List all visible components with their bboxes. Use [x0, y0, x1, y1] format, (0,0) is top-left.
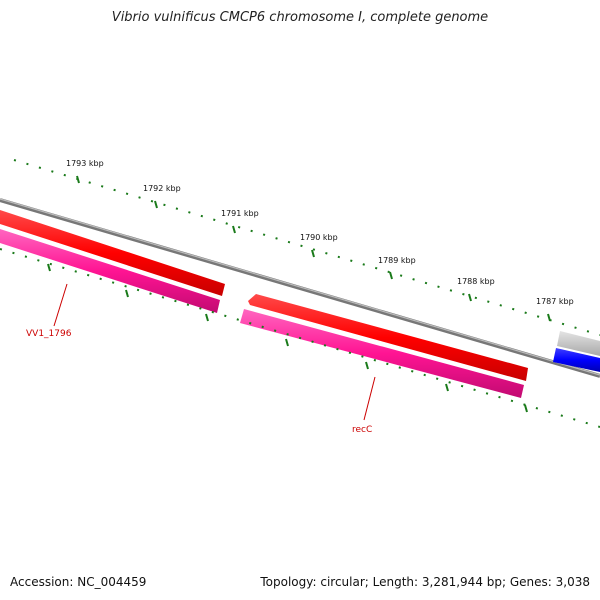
VV1_1796-gene-block[interactable] [0, 229, 220, 313]
ruler-label: 1792 kbp [143, 184, 181, 193]
outer-major-tick [547, 313, 551, 322]
ruler-label: 1788 kbp [457, 277, 495, 286]
outer-major-tick [311, 249, 315, 258]
outer-major-tick [468, 293, 472, 302]
inner-major-tick [205, 313, 209, 322]
outer-major-tick [76, 175, 80, 184]
inner-major-tick [285, 338, 289, 347]
forward-gene-block[interactable] [0, 210, 225, 296]
reverse-gene-block[interactable] [240, 309, 524, 398]
recC-leader-line [363, 376, 376, 421]
inner-major-tick [47, 263, 51, 272]
outer-major-tick [389, 271, 393, 280]
map-title: Vibrio vulnificus CMCP6 chromosome I, co… [111, 10, 489, 25]
ruler-label: 1789 kbp [378, 256, 416, 265]
VV1_1796-leader-line [53, 283, 68, 327]
inner-minor-ticks [0, 248, 600, 428]
neighbor-gene-block[interactable] [557, 331, 600, 356]
recC-gene-block[interactable] [248, 294, 528, 381]
outer-major-tick [154, 200, 158, 209]
ruler-label: 1791 kbp [221, 209, 259, 218]
inner-major-tick [125, 289, 129, 298]
inner-ruler [0, 248, 600, 428]
accession-label: Accession: NC_004459 [10, 575, 147, 589]
inner-major-tick [365, 361, 369, 370]
VV1_1796-label[interactable]: VV1_1796 [26, 329, 72, 339]
ruler-label: 1787 kbp [536, 297, 574, 306]
ruler-label: 1790 kbp [300, 233, 338, 242]
summary-label: Topology: circular; Length: 3,281,944 bp… [260, 575, 590, 589]
neighbor-gene-block-blue[interactable] [553, 348, 600, 372]
inner-major-tick [524, 404, 528, 413]
recC-label[interactable]: recC [352, 425, 372, 435]
inner-major-tick [445, 383, 449, 392]
outer-major-tick [232, 225, 236, 234]
ruler-label: 1793 kbp [66, 159, 104, 168]
outer-ruler [13, 159, 600, 336]
ruler-labels: 1793 kbp 1792 kbp 1791 kbp 1790 kbp 1789… [66, 159, 574, 306]
backbone-highlight [0, 198, 600, 376]
chromosome-backbone [0, 198, 600, 378]
